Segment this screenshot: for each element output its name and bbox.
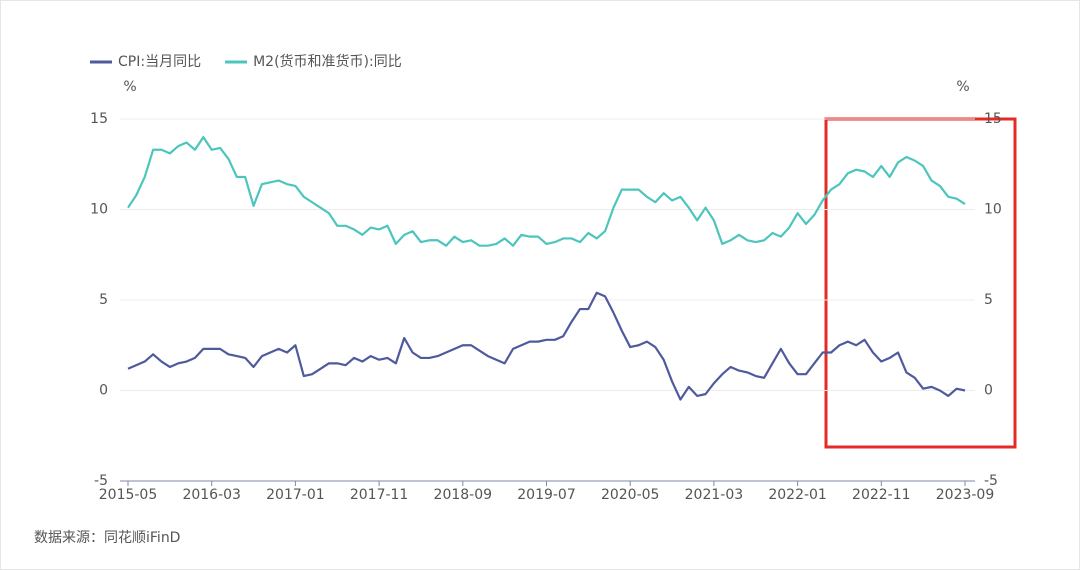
y2-unit: % — [956, 79, 969, 95]
y-tick-label: -5 — [94, 473, 108, 489]
y2-tick-label: 10 — [984, 202, 1002, 218]
y2-tick-label: 15 — [984, 111, 1002, 127]
x-tick-label: 2023-09 — [936, 487, 995, 503]
y2-tick-label: -5 — [984, 473, 998, 489]
series-line — [127, 291, 966, 401]
y-tick-label: 5 — [99, 292, 108, 308]
x-tick-label: 2018-09 — [434, 487, 493, 503]
x-tick-label: 2022-01 — [768, 487, 827, 503]
x-tick-label: 2016-03 — [182, 487, 241, 503]
y-tick-label: 0 — [99, 383, 108, 399]
series-line — [127, 136, 966, 247]
x-tick-label: 2020-05 — [601, 487, 660, 503]
y2-tick-label: 5 — [984, 292, 993, 308]
x-tick-label: 2022-11 — [852, 487, 911, 503]
source: 数据来源：同花顺iFinD — [34, 530, 180, 546]
y-unit: % — [123, 79, 136, 95]
legend-label: CPI:当月同比 — [118, 54, 201, 70]
y-tick-label: 10 — [90, 202, 108, 218]
x-tick-label: 2021-03 — [685, 487, 744, 503]
x-tick-label: 2017-11 — [350, 487, 409, 503]
y2-tick-label: 0 — [984, 383, 993, 399]
legend-label: M2(货币和准货币):同比 — [253, 53, 402, 70]
x-tick-label: 2017-01 — [266, 487, 325, 503]
x-tick-label: 2015-05 — [99, 487, 158, 503]
y-tick-label: 15 — [90, 111, 108, 127]
x-tick-label: 2019-07 — [517, 487, 576, 503]
